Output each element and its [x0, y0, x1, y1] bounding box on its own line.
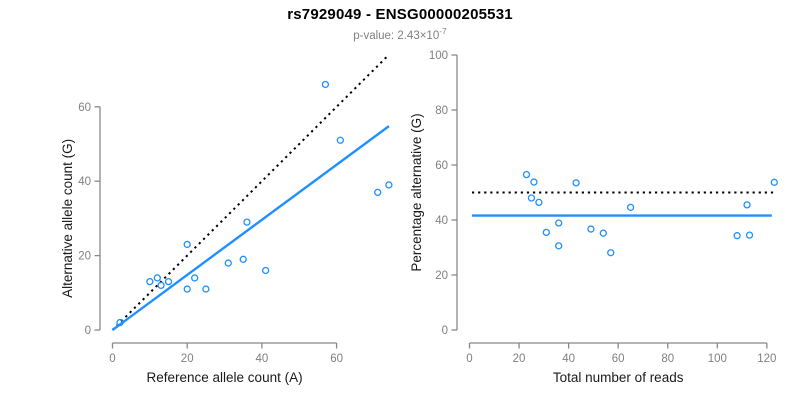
data-point — [157, 281, 165, 290]
data-point — [542, 228, 550, 237]
data-point — [385, 181, 393, 189]
data-point — [587, 225, 595, 233]
y-tick-label: 60 — [435, 160, 448, 172]
pvalue-subtitle: p-value: 2.43×10-7 — [0, 26, 800, 42]
x-tick-label: 20 — [513, 353, 526, 365]
data-point — [153, 274, 161, 282]
x-tick-label: 120 — [757, 353, 776, 365]
identity-line — [111, 55, 388, 331]
y-axis-title: Alternative allele count (G) — [60, 139, 75, 298]
pvalue-prefix: p-value: — [353, 29, 398, 42]
pvalue-mantissa: 2.43×10 — [397, 29, 440, 42]
x-axis-title: Total number of reads — [553, 370, 684, 385]
x-tick-label: 60 — [612, 353, 625, 365]
data-point — [116, 318, 124, 327]
data-point — [770, 178, 778, 186]
y-tick-label: 60 — [78, 102, 91, 114]
x-tick-label: 0 — [466, 353, 472, 365]
data-point — [191, 274, 199, 282]
data-point — [374, 188, 382, 197]
fit-line — [111, 125, 390, 331]
data-point — [146, 277, 154, 286]
data-point — [527, 194, 536, 202]
data-point — [733, 232, 741, 240]
data-point — [522, 170, 531, 179]
data-point — [321, 80, 330, 89]
data-point — [224, 259, 232, 267]
data-point — [572, 179, 580, 187]
data-point — [202, 285, 210, 293]
x-tick-label: 80 — [661, 353, 674, 365]
y-tick-label: 80 — [435, 105, 448, 117]
data-point — [261, 266, 270, 275]
data-point — [599, 229, 607, 237]
x-tick-label: 100 — [708, 353, 727, 365]
x-tick-label: 40 — [256, 353, 269, 365]
x-tick-label: 0 — [109, 353, 115, 365]
data-point — [607, 249, 615, 257]
y-tick-label: 20 — [435, 270, 448, 282]
data-point — [555, 242, 563, 250]
y-tick-label: 20 — [78, 251, 91, 263]
data-point — [183, 240, 191, 249]
data-point — [183, 285, 191, 293]
data-point — [745, 231, 754, 239]
data-point — [743, 201, 751, 209]
data-point — [555, 219, 563, 227]
figure-title: rs7929049 - ENSG00000205531 — [287, 6, 513, 23]
data-point — [243, 218, 251, 226]
data-point — [535, 198, 543, 207]
y-tick-label: 0 — [442, 325, 448, 337]
data-point — [164, 277, 173, 286]
x-tick-label: 20 — [181, 353, 194, 365]
y-tick-label: 40 — [435, 215, 448, 227]
data-point — [239, 255, 247, 263]
data-point — [336, 136, 344, 144]
y-tick-label: 100 — [429, 50, 448, 62]
left-plot-panel: 0 20 40 60 0 20 40 60 Reference allele count (A)… — [60, 55, 393, 385]
data-point — [530, 178, 538, 186]
x-axis-title: Reference allele count (A) — [147, 370, 303, 385]
pvalue-exponent: -7 — [439, 26, 447, 36]
right-plot-panel: 0 20 40 60 80 100 0 20 40 60 80 100 120 Total number … — [409, 50, 778, 385]
data-point — [626, 203, 635, 212]
x-tick-label: 60 — [330, 353, 343, 365]
y-tick-label: 40 — [78, 176, 91, 188]
y-axis-title: Percentage alternative (G) — [409, 113, 424, 271]
y-tick-label: 0 — [85, 325, 91, 337]
x-tick-label: 40 — [562, 353, 575, 365]
